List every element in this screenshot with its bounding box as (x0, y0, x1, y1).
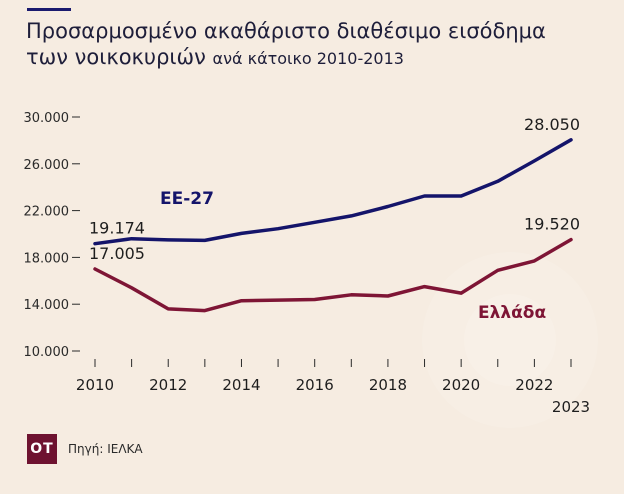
x-tick-label: 2023 (552, 398, 590, 416)
x-tick-label: 2016 (296, 376, 334, 394)
series-start-label: 17.005 (89, 244, 145, 263)
y-tick-label: 14.000 (24, 298, 70, 313)
title-accent-bar (27, 8, 71, 11)
decorative-circle-inner (464, 294, 556, 386)
ot-logo: ΟΤ (27, 434, 57, 464)
y-tick-label: 30.000 (24, 111, 70, 126)
series-line-1 (93, 237, 573, 313)
chart-title: Προσαρμοσμένο ακαθάριστο διαθέσιμο εισόδ… (26, 18, 616, 72)
x-tick-label: 2014 (222, 376, 260, 394)
x-tick-label: 2022 (515, 376, 553, 394)
x-tick-label: 2020 (442, 376, 480, 394)
decorative-circle (422, 252, 598, 428)
y-tick-label: 10.000 (24, 345, 70, 360)
x-tick-label: 2018 (369, 376, 407, 394)
y-tick-label: 18.000 (24, 251, 70, 266)
series-end-label: 28.050 (524, 115, 580, 134)
source-text: Πηγή: ΙΕΛΚΑ (68, 442, 143, 456)
x-tick-label: 2012 (149, 376, 187, 394)
title-subtitle: ανά κάτοικο 2010-2013 (212, 49, 404, 68)
title-line-2: των νοικοκυριών ανά κάτοικο 2010-2013 (26, 44, 616, 72)
series-start-label: 19.174 (89, 219, 145, 238)
title-line-1: Προσαρμοσμένο ακαθάριστο διαθέσιμο εισόδ… (26, 19, 546, 43)
series-end-label: 19.520 (524, 215, 580, 234)
y-tick-label: 26.000 (24, 158, 70, 173)
y-tick-label: 22.000 (24, 205, 70, 220)
series-name-label: ΕΕ-27 (160, 189, 214, 209)
series-name-label: Ελλάδα (478, 303, 546, 323)
title-line-2-main: των νοικοκυριών (26, 45, 206, 69)
x-tick-label: 2010 (76, 376, 114, 394)
series-line-0 (93, 138, 573, 246)
